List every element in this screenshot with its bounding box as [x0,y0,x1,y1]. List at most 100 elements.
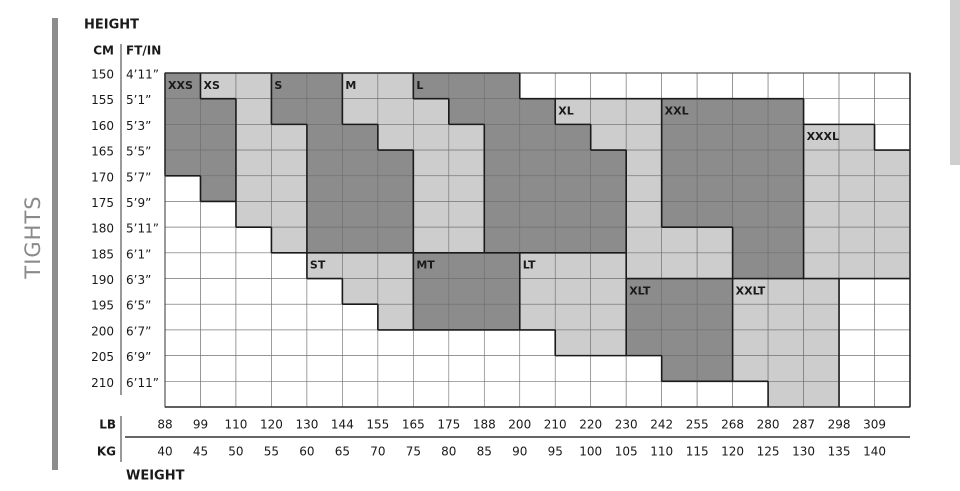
weight-lb: 99 [193,418,208,432]
grid-cell [377,201,414,228]
weight-kg: 75 [406,445,421,459]
grid-cell [448,226,485,254]
height-cm: 170 [91,170,114,184]
grid-cell [271,278,308,305]
grid-cell [235,201,272,228]
grid-cell [519,149,556,177]
grid-cell [164,278,201,305]
grid-cell [342,252,379,279]
grid-cell [342,303,379,331]
grid-cell [271,329,308,356]
grid-cell [164,252,201,279]
grid-cell [732,124,769,151]
grid-cell [413,303,450,331]
weight-lb: 110 [224,418,247,432]
grid-cell [483,329,521,356]
grid-cell [838,329,875,356]
height-ft: 5’7” [126,170,151,184]
grid-cell [590,355,627,382]
grid-cell [306,381,343,408]
grid-cell [164,124,201,151]
grid-cell [519,201,556,228]
grid-cell [483,124,521,151]
grid-cell [696,355,733,382]
size-label: XXL [665,105,689,118]
grid-cell [235,124,272,151]
grid-cell [803,355,840,382]
grid-cell [200,124,237,151]
grid-cell [200,201,237,228]
grid-cell [306,226,343,254]
grid-cell [838,98,875,125]
grid-cell [164,149,201,177]
grid-cell [306,124,343,151]
grid-cell [803,72,840,99]
grid-cell [413,355,450,382]
grid-cell [377,329,414,356]
size-label: XXLT [736,284,766,297]
weight-kg: 130 [792,445,815,459]
grid-cell [377,278,414,305]
grid-cell [625,252,662,279]
grid-cell [342,175,379,202]
height-ft: 5’11” [126,222,159,236]
grid-cell [590,98,627,125]
grid-cell [625,329,662,356]
grid-cell [306,149,343,177]
weight-kg: 65 [335,445,350,459]
grid-cell [767,124,804,151]
grid-cell [342,124,379,151]
grid-cell [732,98,769,125]
grid-cell [696,252,733,279]
grid-cell [306,355,343,382]
side-bar [52,18,58,470]
weight-lb: 298 [828,418,851,432]
grid-cell [696,124,733,151]
grid-cell [164,226,201,254]
grid-cell [235,252,272,279]
weight-kg: 110 [650,445,673,459]
grid-cell [874,381,911,408]
grid-cell [271,201,308,228]
height-cm: 210 [91,376,114,390]
grid-cell [661,149,698,177]
weight-lb: 165 [402,418,425,432]
grid-cell [164,72,201,99]
weight-heading: WEIGHT [126,469,185,484]
height-ft: 6’11” [126,376,159,390]
weight-kg: 70 [370,445,385,459]
grid-cell [696,72,733,99]
height-ft: 6’7” [126,324,151,338]
weight-kg: 95 [548,445,563,459]
grid-cell [448,149,485,177]
grid-cell [803,175,840,202]
grid-cell [377,226,414,254]
grid-cell [767,381,804,408]
product-title: TIGHTS [21,195,45,279]
weight-kg: 85 [477,445,492,459]
size-label: M [345,79,356,92]
grid-cell [590,226,627,254]
grid-cell [448,381,485,408]
grid-cell [235,98,272,125]
grid-cell [448,355,485,382]
weight-lb: 188 [473,418,496,432]
grid-cell [519,72,556,99]
grid-cell [200,329,237,356]
grid-cell [483,355,521,382]
grid-cell [661,201,698,228]
grid-cell [235,175,272,202]
height-cm: 165 [91,145,114,159]
grid-cell [377,72,414,99]
grid-cell [519,381,556,408]
weight-lb: 287 [792,418,815,432]
grid-cell [448,252,485,279]
grid-cell [271,98,308,125]
grid-cell [661,355,698,382]
weight-kg: 55 [264,445,279,459]
weight-kg: 90 [512,445,527,459]
grid-cell [838,381,875,408]
grid-cell [590,329,627,356]
grid-cell [696,303,733,331]
